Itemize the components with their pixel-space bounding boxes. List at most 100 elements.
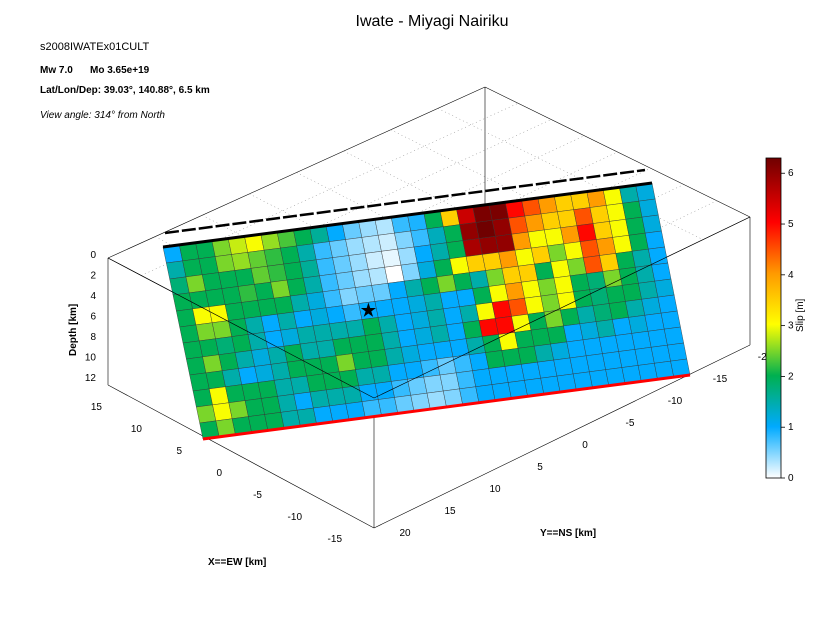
- slip-cell: [322, 371, 343, 391]
- slip-cell: [576, 305, 597, 325]
- slip-cell: [404, 360, 424, 380]
- slip-cell: [407, 294, 428, 314]
- slip-cell: [557, 209, 578, 229]
- slip-cell: [485, 350, 506, 369]
- slip-cell: [608, 301, 629, 320]
- depth-axis-label: Depth [km]: [68, 304, 79, 356]
- slip-cell: [612, 317, 632, 336]
- slip-cell: [595, 319, 616, 338]
- slip-cell: [524, 295, 545, 315]
- slip-cell: [368, 267, 389, 286]
- slip-cell: [426, 308, 447, 328]
- slip-cell: [609, 219, 630, 238]
- slip-cell: [478, 236, 499, 255]
- slip-cell: [660, 310, 681, 330]
- slip-cell: [423, 292, 444, 312]
- slip-cell: [563, 323, 584, 343]
- slip-cell: [534, 343, 554, 363]
- ns-tick-label: 0: [582, 440, 588, 451]
- slip-cell: [537, 359, 558, 379]
- slip-cell: [631, 331, 652, 350]
- depth-tick-label: 8: [90, 332, 96, 343]
- view-angle-label: View angle: 314° from North: [40, 110, 165, 121]
- colorbar-tick-label: 4: [788, 270, 794, 281]
- slip-cell: [306, 291, 327, 311]
- slip-cell: [560, 307, 581, 327]
- slip-cell: [647, 328, 668, 348]
- slip-cell: [547, 243, 568, 263]
- slip-cell: [286, 277, 307, 297]
- ew-tick-label: -5: [253, 490, 262, 501]
- slip-cell: [475, 220, 496, 239]
- ns-tick-label: -10: [668, 396, 683, 407]
- slip-cell: [638, 280, 659, 300]
- slip-cell: [488, 284, 509, 303]
- slip-cell: [312, 323, 333, 343]
- slip-cell: [374, 381, 395, 400]
- slip-cell: [459, 222, 480, 241]
- slip-cell: [498, 332, 519, 351]
- slip-cell: [537, 277, 558, 297]
- ns-tick-label: -15: [713, 374, 728, 385]
- slip-cell: [547, 325, 567, 345]
- slip-cell: [446, 322, 467, 342]
- colorbar: 0 1 2 3 4 5 6 Slip [m]: [765, 157, 806, 484]
- slip-cell: [508, 215, 529, 235]
- slip-cell: [309, 307, 330, 327]
- slip-cell: [377, 232, 398, 252]
- ew-tick-label: 5: [176, 446, 182, 457]
- slip-cell: [345, 237, 366, 256]
- slip-cell: [514, 247, 535, 267]
- slip-cell: [452, 354, 473, 374]
- slip-cell: [576, 223, 597, 242]
- slip-cell: [462, 238, 483, 257]
- slip-cell: [329, 321, 350, 341]
- slip-cell: [377, 315, 398, 334]
- slip-cell: [345, 319, 366, 338]
- slip-cell: [394, 230, 415, 250]
- slip-cell: [430, 324, 450, 344]
- slip-cell: [322, 289, 343, 309]
- slip-cell: [410, 310, 431, 330]
- slip-cell: [351, 269, 372, 288]
- slip-cell: [527, 311, 548, 331]
- slip-cell: [605, 285, 626, 304]
- slip-cell: [625, 216, 646, 236]
- slip-cell: [456, 288, 477, 307]
- moment-label: Mo 3.65e+19: [90, 65, 150, 76]
- slip-cell: [381, 248, 402, 268]
- slip-cell: [634, 347, 655, 366]
- slip-cell: [648, 246, 669, 266]
- slip-cell: [498, 249, 519, 269]
- slip-cell: [599, 335, 619, 354]
- slip-cell: [348, 335, 369, 354]
- colorbar-tick-label: 5: [788, 219, 794, 230]
- slip-cell: [410, 228, 431, 248]
- slip-cell: [384, 347, 405, 366]
- depth-tick-label: 2: [90, 271, 96, 282]
- slip-cell: [517, 345, 538, 365]
- slip-cell: [430, 242, 451, 262]
- slip-cell: [472, 368, 493, 387]
- slip-cell: [390, 296, 411, 316]
- slip-cell: [449, 256, 470, 275]
- slip-cell: [400, 262, 421, 282]
- slip-cell: [553, 275, 574, 295]
- slip-cell: [417, 342, 437, 362]
- slip-cell: [511, 231, 532, 251]
- slip-cell: [618, 267, 639, 286]
- slip-cell: [439, 372, 460, 392]
- slip-cell: [606, 203, 626, 222]
- slip-cell: [566, 339, 587, 359]
- colorbar-tick-label: 0: [788, 473, 794, 484]
- ns-tick-label: -5: [626, 418, 635, 429]
- slip-cell: [368, 349, 389, 368]
- slip-cell: [508, 297, 529, 317]
- slip-cell: [621, 283, 642, 302]
- hypocenter-star: [360, 302, 376, 317]
- slip-cell: [644, 312, 665, 332]
- slip-cell: [579, 239, 600, 258]
- slip-cell: [296, 243, 317, 263]
- slip-cell: [316, 257, 337, 277]
- slip-cell: [469, 270, 490, 289]
